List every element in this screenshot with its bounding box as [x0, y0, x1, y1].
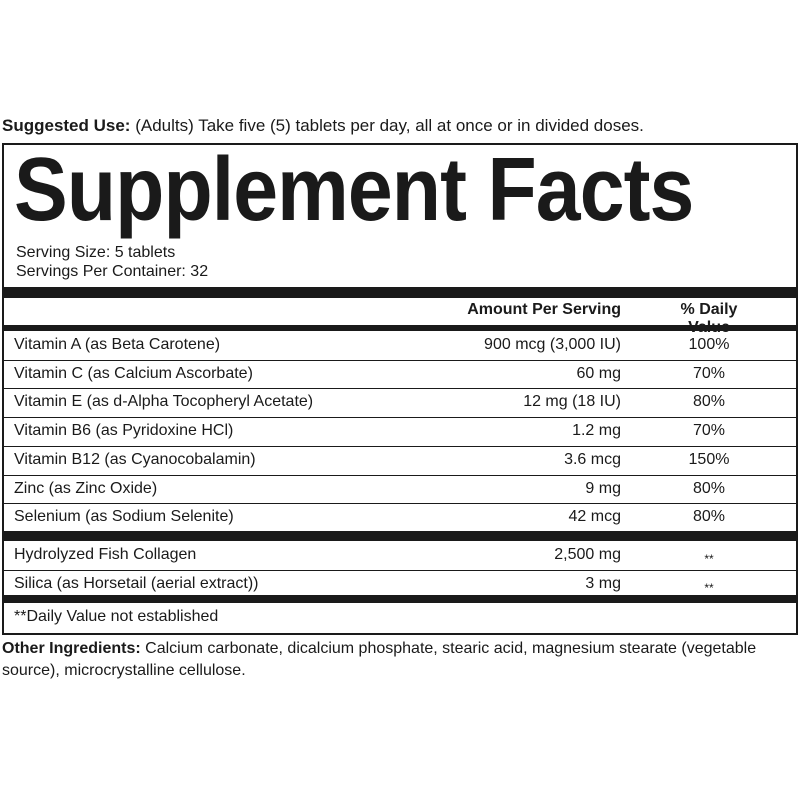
footnote: **Daily Value not established	[14, 608, 219, 625]
nutrient-amount: 2,500 mg	[554, 546, 621, 563]
nutrient-row: Vitamin B12 (as Cyanocobalamin) 3.6 mcg 15…	[4, 446, 796, 474]
nutrient-row: Zinc (as Zinc Oxide) 9 mg 80%	[4, 475, 796, 503]
nutrient-row: Silica (as Horsetail (aerial extract)) 3 …	[4, 570, 796, 598]
nutrient-daily-value: **	[704, 552, 714, 566]
nutrient-name: Vitamin C (as Calcium Ascorbate)	[14, 364, 253, 382]
nutrient-row: Vitamin A (as Beta Carotene) 900 mcg (3,0…	[4, 331, 796, 359]
nutrient-daily-value: 80%	[692, 508, 726, 526]
suggested-use: Suggested Use: (Adults) Take five (5) ta…	[2, 116, 644, 136]
divider-thick	[4, 531, 796, 541]
nutrient-amount: 3.6 mcg	[564, 450, 621, 468]
nutrient-daily-value: 80%	[692, 393, 726, 411]
row-divider	[4, 474, 796, 476]
nutrient-row: Selenium (as Sodium Selenite) 42 mcg 80%	[4, 503, 796, 531]
nutrient-amount: 1.2 mg	[572, 422, 621, 440]
row-divider	[4, 445, 796, 447]
nutrient-row: Vitamin C (as Calcium Ascorbate) 60 mg 70%	[4, 360, 796, 388]
nutrient-amount: 900 mcg (3,000 IU)	[484, 336, 621, 353]
divider-thick	[4, 595, 796, 603]
nutrient-row: Vitamin B6 (as Pyridoxine HCl) 1.2 mg 70%	[4, 417, 796, 445]
nutrient-amount: 60 mg	[576, 364, 621, 382]
nutrient-daily-value: 70%	[692, 422, 726, 440]
nutrient-amount: 42 mcg	[568, 508, 621, 526]
row-divider	[4, 388, 796, 390]
nutrient-daily-value: **	[704, 580, 714, 595]
nutrient-daily-value: 80%	[692, 479, 726, 497]
nutrient-name: Vitamin B12 (as Cyanocobalamin)	[14, 450, 256, 468]
nutrient-daily-value: 150%	[688, 450, 730, 468]
divider-medium	[4, 325, 796, 331]
column-header-row: Amount Per Serving % Daily Value	[4, 296, 796, 336]
row-divider	[4, 417, 796, 419]
nutrient-name: Hydrolyzed Fish Collagen	[14, 546, 197, 563]
nutrient-name: Zinc (as Zinc Oxide)	[14, 479, 158, 497]
other-ingredients: Other Ingredients: Calcium carbonate, di…	[2, 638, 792, 682]
nutrient-row: Vitamin E (as d-Alpha Tocopheryl Acetate…	[4, 388, 796, 416]
nutrient-daily-value: 70%	[692, 364, 726, 382]
row-divider	[4, 503, 796, 505]
row-divider	[4, 359, 796, 361]
nutrient-name: Vitamin E (as d-Alpha Tocopheryl Acetate…	[14, 393, 314, 411]
other-ingredients-label: Other Ingredients:	[2, 640, 141, 657]
suggested-use-label: Suggested Use:	[2, 116, 131, 135]
nutrient-amount: 9 mg	[585, 479, 621, 497]
nutrient-row: Hydrolyzed Fish Collagen 2,500 mg **	[4, 541, 796, 569]
row-divider	[4, 569, 796, 571]
nutrient-name: Vitamin A (as Beta Carotene)	[14, 336, 221, 353]
serving-size: Serving Size: 5 tablets	[16, 244, 176, 261]
amount-header: Amount Per Serving	[467, 301, 621, 318]
supplement-facts-panel: Supplement Facts Serving Size: 5 tablets…	[2, 143, 798, 635]
servings-per-container: Servings Per Container: 32	[16, 263, 209, 280]
nutrient-daily-value: 100%	[688, 336, 730, 353]
nutrient-name: Vitamin B6 (as Pyridoxine HCl)	[14, 422, 234, 440]
nutrient-amount: 12 mg (18 IU)	[523, 393, 621, 411]
nutrient-name: Selenium (as Sodium Selenite)	[14, 508, 234, 526]
panel-title: Supplement Facts	[14, 140, 694, 240]
nutrient-name: Silica (as Horsetail (aerial extract))	[14, 574, 259, 592]
other-ingredients-text: Calcium carbonate, dicalcium phosphate, …	[2, 640, 757, 679]
suggested-use-text: (Adults) Take five (5) tablets per day, …	[130, 116, 644, 135]
divider-thick	[4, 287, 796, 298]
nutrient-amount: 3 mg	[585, 574, 621, 592]
